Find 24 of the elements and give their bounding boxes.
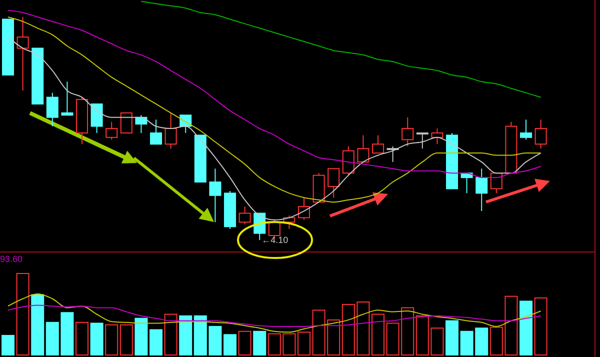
bar [224, 334, 236, 356]
bar [164, 314, 178, 356]
bar [31, 294, 44, 356]
candlestick [209, 168, 222, 223]
bar [16, 273, 30, 356]
bar [520, 300, 532, 356]
annotation: ←4.10 [262, 235, 288, 245]
bar [90, 322, 104, 356]
bar [105, 324, 118, 356]
bar [253, 330, 266, 356]
candlestick [16, 16, 29, 92]
text: 93.60 [0, 254, 23, 264]
bar [534, 297, 548, 356]
bar [446, 320, 458, 356]
bar [76, 322, 88, 356]
candlestick [476, 168, 488, 212]
bar [179, 315, 192, 356]
bar [2, 334, 14, 356]
bar [298, 332, 310, 356]
bar [372, 314, 384, 356]
bar [120, 324, 133, 356]
bar [238, 330, 252, 356]
bar [134, 318, 148, 356]
bar [150, 329, 162, 356]
